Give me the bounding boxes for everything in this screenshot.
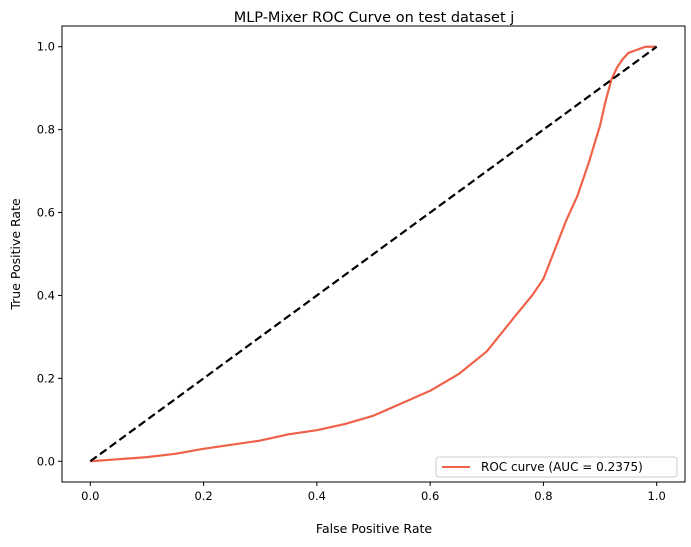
y-tick-label: 0.0 [37,454,55,468]
y-tick-label: 0.6 [37,206,55,220]
x-tick-label: 0.6 [421,489,439,503]
chart-title: MLP-Mixer ROC Curve on test dataset j [234,10,515,26]
x-tick-label: 0.4 [308,489,326,503]
x-axis-label: False Positive Rate [316,521,432,536]
y-tick-label: 0.4 [37,288,55,302]
y-tick-label: 0.2 [37,371,55,385]
y-tick-label: 0.8 [37,123,55,137]
y-tick-label: 1.0 [37,40,55,54]
y-axis: 0.0 0.2 0.4 0.6 0.8 1.0 [37,40,62,468]
legend: ROC curve (AUC = 0.2375) [435,456,678,478]
x-tick-label: 0.0 [81,489,99,503]
chance-diagonal-line [89,45,658,463]
roc-curve-line [90,45,657,463]
x-tick-label: 1.0 [648,489,666,503]
plot-frame [61,25,686,483]
y-axis-label: True Positive Rate [8,198,23,311]
x-tick-label: 0.8 [534,489,552,503]
plot-area [89,45,658,463]
legend-entry-roc: ROC curve (AUC = 0.2375) [481,460,643,474]
x-tick-label: 0.2 [194,489,212,503]
legend-box [435,456,678,478]
x-axis: 0.0 0.2 0.4 0.6 0.8 1.0 [81,482,666,503]
